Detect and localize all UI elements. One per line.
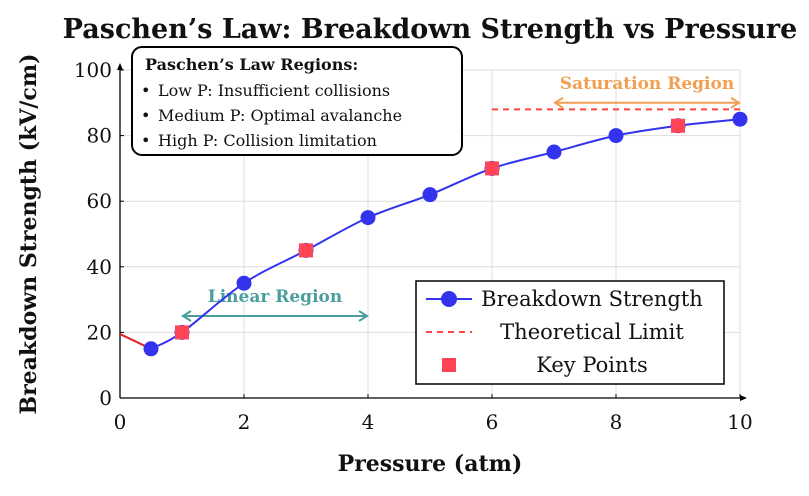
breakdown-point-0.5 [143,341,159,357]
y-tick-label-20: 20 [87,320,112,344]
key-point-3 [299,243,313,258]
x-tick-label-6: 6 [486,410,499,434]
x-axis-label: Pressure (atm) [338,451,523,477]
key-point-1 [175,325,189,340]
note-box-item: High P: Collision limitation [158,131,377,150]
chart-title: Paschen’s Law: Breakdown Strength vs Pre… [63,14,798,45]
note-box-frame [131,46,463,156]
note-box-bullet: • [141,81,150,100]
saturation-region-label: Saturation Region [560,74,734,94]
y-tick-label-80: 80 [87,124,112,148]
x-tick-label-8: 8 [610,410,623,434]
legend-theoretical-label: Theoretical Limit [500,320,684,344]
y-axis-label: Breakdown Strength (kV/cm) [16,53,42,414]
x-tick-label-2: 2 [238,410,251,434]
legend-key-label: Key Points [536,353,647,377]
y-tick-label-0: 0 [99,386,112,410]
note-box: Paschen’s Law Regions: • Low P: Insufficie… [131,46,463,156]
y-tick-label-60: 60 [87,189,112,213]
legend-breakdown-label: Breakdown Strength [481,287,703,311]
breakdown-point-2 [236,275,252,291]
breakdown-point-4 [360,210,376,226]
legend-key-marker [442,358,456,372]
legend-breakdown-marker [441,291,457,307]
linear-region-arrow-head-right [358,310,369,322]
y-tick-label-100: 100 [74,58,112,82]
x-axis-arrow [740,395,747,401]
x-tick-label-4: 4 [362,410,375,434]
y-tick-label-40: 40 [87,255,112,279]
y-axis-arrow [117,63,123,70]
series [119,108,748,357]
note-box-title: Paschen’s Law Regions: [145,55,358,74]
breakdown-point-7 [546,144,562,160]
legend: Breakdown Strength Theoretical Limit Key P… [415,280,725,385]
breakdown-point-5 [422,187,438,203]
x-tick-label-10: 10 [727,410,752,434]
key-point-9 [671,118,685,133]
region-annotations: Linear Region Saturation Region [181,74,741,322]
breakdown-point-10 [732,111,748,127]
note-box-bullet: • [141,131,150,150]
key-point-6 [485,161,499,176]
saturation-region-arrow-head-right [730,96,741,109]
linear-region-label: Linear Region [208,287,342,307]
linear-region-arrow-head-left [181,310,192,322]
x-tick-label-0: 0 [114,410,127,434]
breakdown-point-8 [608,128,624,144]
note-box-item: Medium P: Optimal avalanche [158,106,402,125]
saturation-region-arrow-head-left [553,96,564,109]
note-box-item: Low P: Insufficient collisions [158,81,390,100]
note-box-bullet: • [141,106,150,125]
